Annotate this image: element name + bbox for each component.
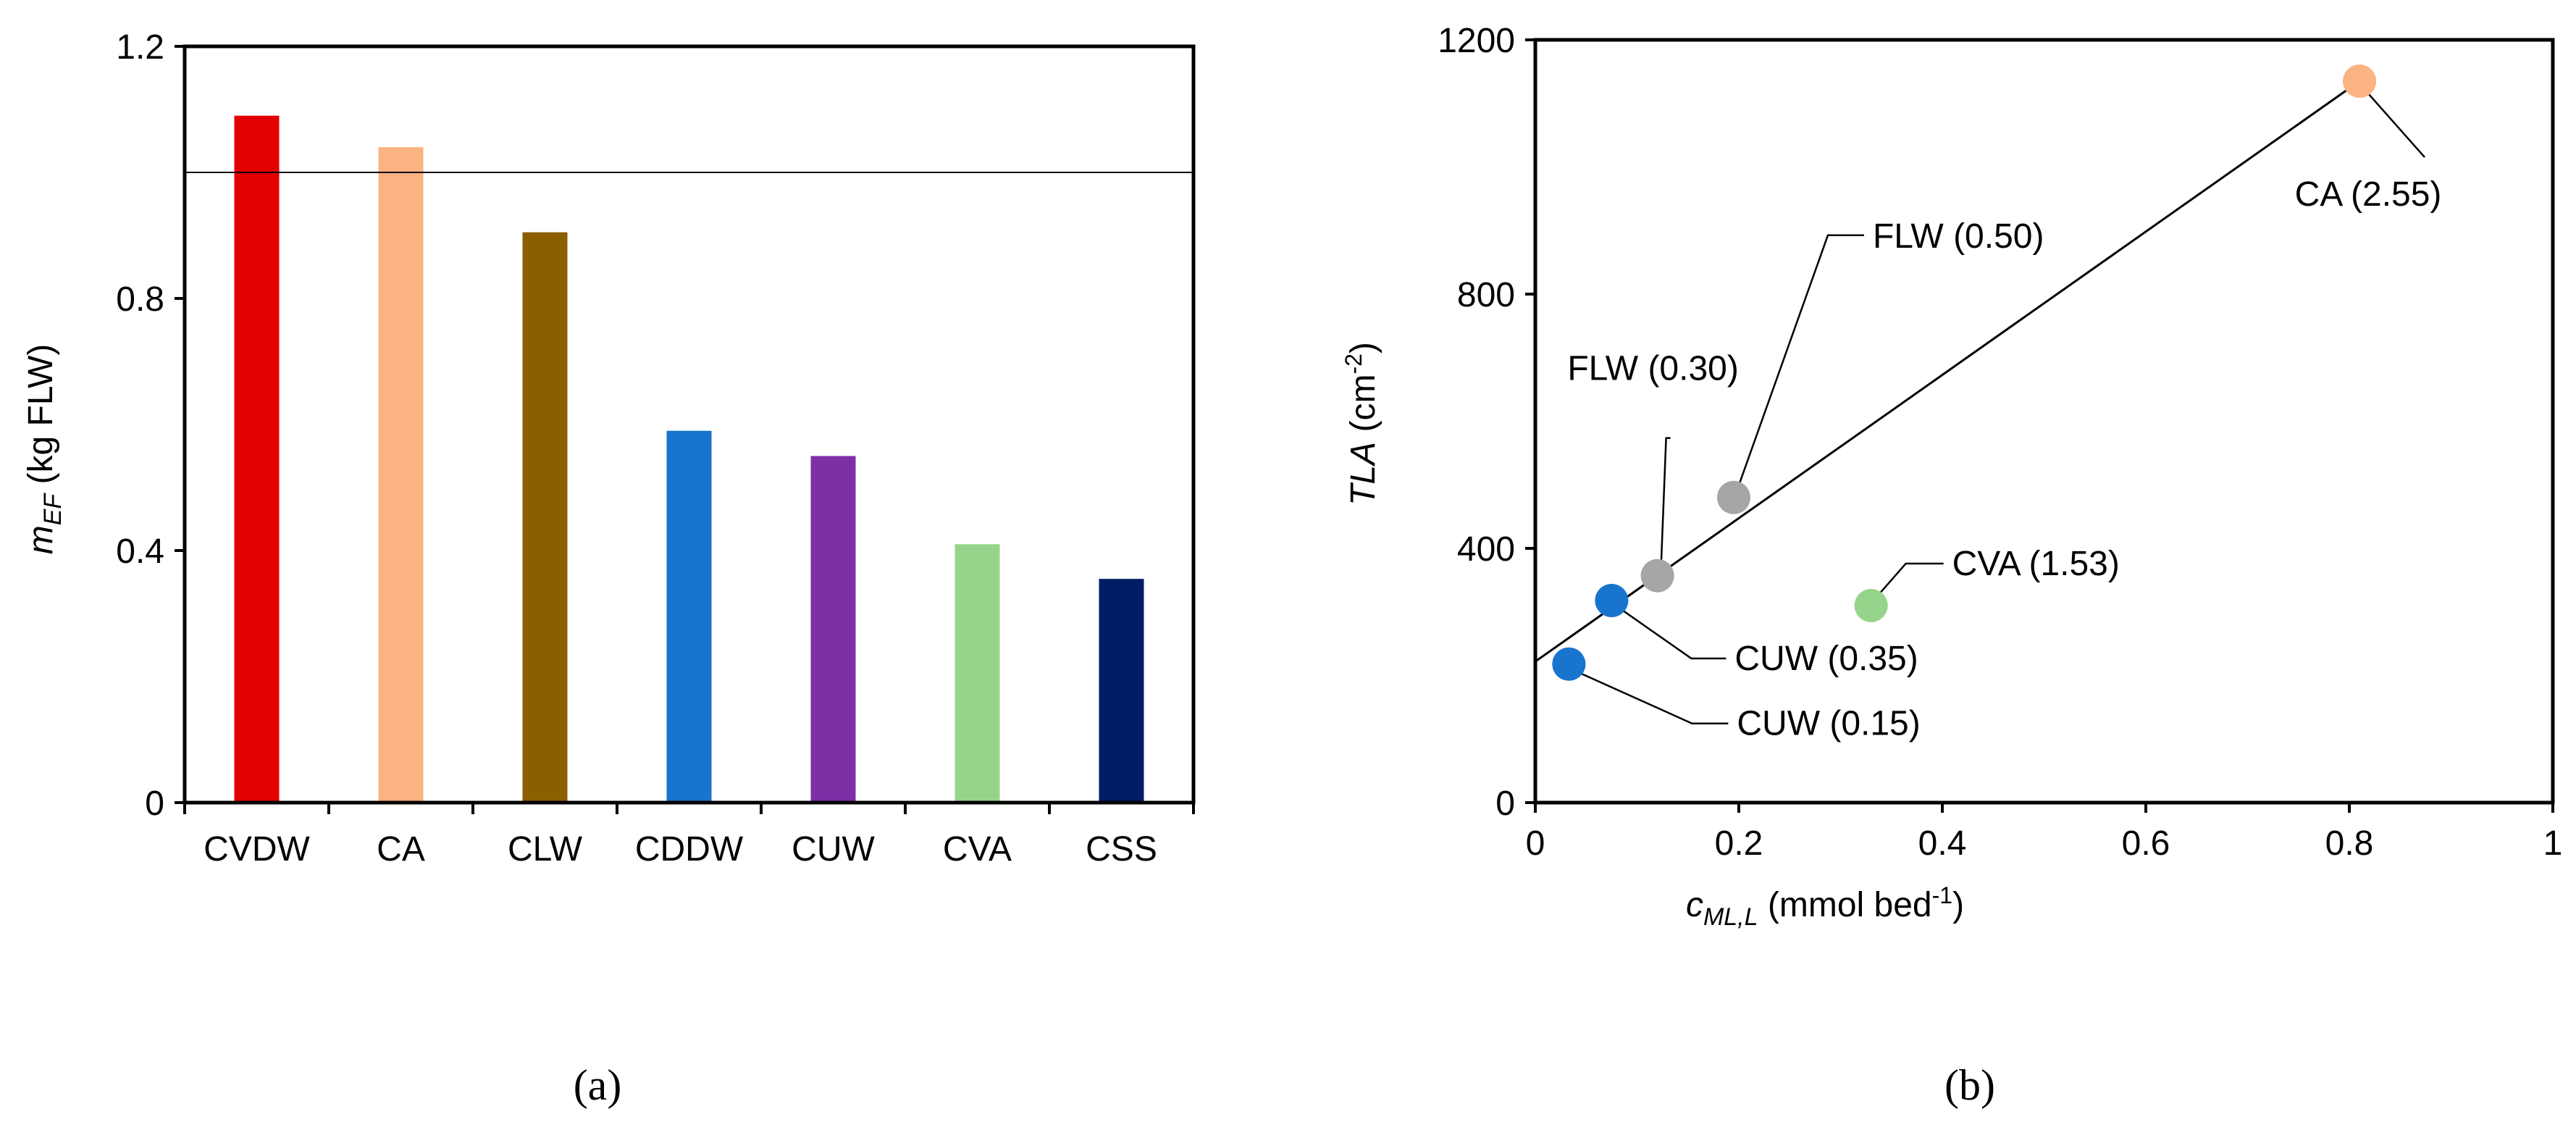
y-tick-label: 0.4 [116,532,164,571]
x-tick-label: 0.6 [2122,824,2170,863]
point-cva-1-53 [1854,588,1888,622]
x-tick-label: CSS [1086,830,1157,869]
y-tick-label: 400 [1457,530,1515,569]
point-labels: CUW (0.15) CUW (0.35) FLW (0.30) FLW (0.50)… [1567,175,2441,743]
point-label: FLW (0.30) [1567,350,1738,388]
y-tick-label: 1.2 [116,28,164,67]
point-label: CA (2.55) [2295,175,2442,214]
leader-line [1618,606,1727,660]
y-axis-ticks: 0 0.4 0.8 1.2 [116,28,185,823]
x-tick-label: CUW [792,830,875,869]
point-cuw-0-15 [1552,647,1586,681]
x-tick-label: CA [377,830,425,869]
x-tick-label: CVDW [204,830,310,869]
x-axis-ticks: 0 0.2 0.4 0.6 0.8 1 [1526,803,2563,863]
bar-clw [522,232,568,803]
point-cuw-0-35 [1595,583,1629,617]
x-tick-label: 0.2 [1715,824,1763,863]
y-tick-label: 1200 [1438,22,1515,60]
y-tick-label: 800 [1457,276,1515,314]
leader-line [1737,234,1864,488]
x-tick-label: 0.4 [1918,824,1967,863]
bar-cuw [810,456,856,803]
bar-cddw [666,430,712,803]
leader-line [2362,86,2425,158]
bar-series [234,115,1144,803]
x-tick-label: 0 [1526,824,1545,863]
bar-chart-panel-a: 0 0.4 0.8 1.2 CVDW CA CLW CDDW CUW CVA CSS mEF (k… [22,28,1196,1109]
x-tick-label: 0.8 [2325,824,2374,863]
annotation-leader-lines [1575,86,2425,724]
leader-line [1660,437,1671,567]
trendline [1535,80,2360,663]
point-label: FLW (0.50) [1873,217,2044,256]
x-axis-label: cML,L (mmol bed-1) [1686,882,1964,931]
point-flw-0-50 [1716,480,1750,514]
panel-label-a: (a) [574,1061,622,1109]
y-tick-label: 0.8 [116,280,164,319]
x-tick-label: 1 [2543,824,2563,863]
y-axis-label: TLA (cm-2) [1341,342,1383,506]
point-label: CUW (0.15) [1737,705,1920,743]
y-axis-label: mEF (kg FLW) [22,344,67,555]
x-tick-label: CDDW [635,830,744,869]
bar-css [1099,579,1144,803]
plot-frame [1533,38,2555,805]
y-tick-label: 0 [145,785,164,823]
x-tick-label: CVA [943,830,1012,869]
bar-cvdw [234,115,280,803]
x-tick-label: CLW [508,830,583,869]
scatter-points [1552,64,2377,681]
point-ca-2-55 [2343,64,2377,99]
y-tick-label: 0 [1495,785,1515,823]
scatter-chart-panel-b: CUW (0.15) CUW (0.35) FLW (0.30) FLW (0.50)… [1341,22,2562,1109]
y-axis-ticks: 0 400 800 1200 [1438,22,1535,823]
bar-ca [378,147,424,803]
point-label: CVA (1.53) [1952,545,2120,583]
point-flw-0-30 [1640,558,1674,593]
bar-cva [955,544,1000,803]
plot-frame [182,44,1196,805]
point-label: CUW (0.35) [1734,640,1918,678]
leader-line [1874,562,1944,599]
leader-line [1575,670,1729,724]
panel-label-b: (b) [1944,1061,1995,1109]
x-axis-ticks: CVDW CA CLW CDDW CUW CVA CSS [183,803,1195,869]
